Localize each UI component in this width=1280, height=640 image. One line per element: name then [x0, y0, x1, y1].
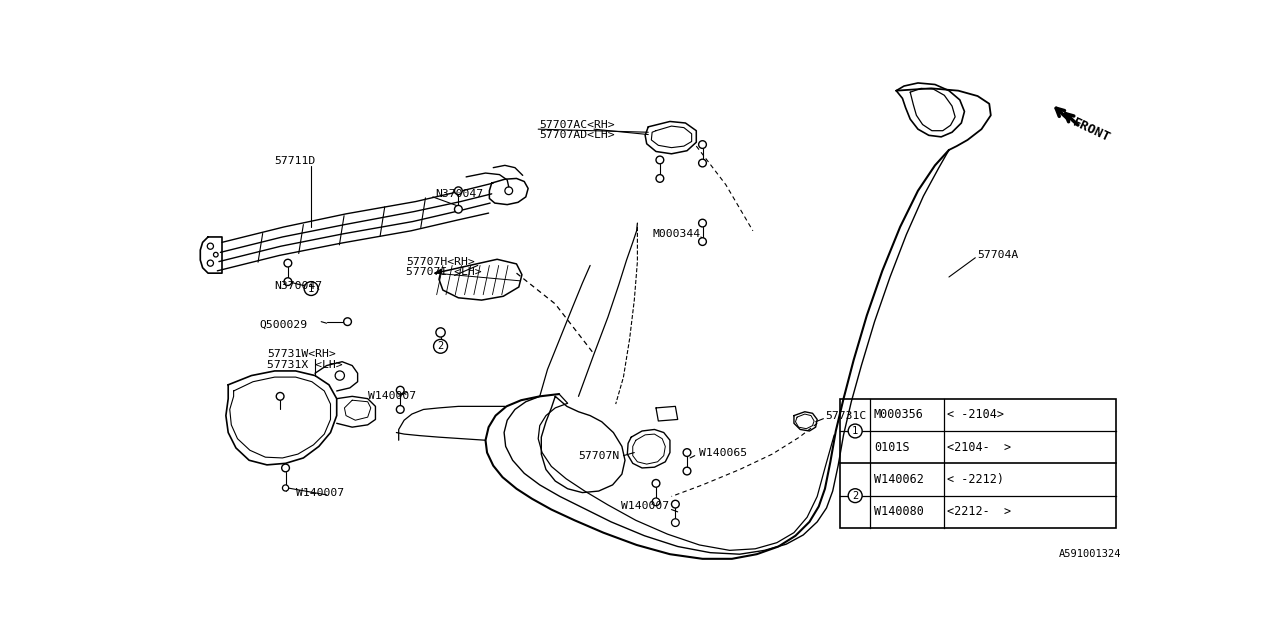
- Circle shape: [684, 467, 691, 475]
- Text: 57711D: 57711D: [275, 157, 316, 166]
- Text: 1: 1: [852, 426, 859, 436]
- Text: 57707N: 57707N: [579, 451, 620, 461]
- Text: 57707H<RH>: 57707H<RH>: [407, 257, 475, 267]
- Circle shape: [284, 259, 292, 267]
- Circle shape: [276, 392, 284, 400]
- Circle shape: [454, 205, 462, 213]
- Text: M000344: M000344: [652, 229, 700, 239]
- Circle shape: [305, 282, 319, 296]
- Text: < -2212): < -2212): [947, 473, 1005, 486]
- Circle shape: [699, 141, 707, 148]
- Circle shape: [849, 424, 863, 438]
- Circle shape: [283, 485, 289, 491]
- Text: 57707I <LH>: 57707I <LH>: [407, 268, 483, 277]
- Text: W140065: W140065: [699, 447, 746, 458]
- Circle shape: [436, 328, 445, 337]
- Text: 57731W<RH>: 57731W<RH>: [268, 349, 335, 359]
- Text: A591001324: A591001324: [1059, 549, 1121, 559]
- Text: M000356: M000356: [874, 408, 924, 421]
- Circle shape: [699, 159, 707, 167]
- Circle shape: [282, 464, 289, 472]
- Text: N370047: N370047: [275, 281, 323, 291]
- Bar: [841, 399, 1116, 528]
- Circle shape: [699, 220, 707, 227]
- Circle shape: [652, 479, 660, 487]
- Text: 2: 2: [438, 341, 444, 351]
- Text: 57704A: 57704A: [978, 250, 1019, 260]
- Circle shape: [652, 498, 660, 506]
- Circle shape: [454, 187, 462, 195]
- Text: W140007: W140007: [621, 502, 669, 511]
- Text: W140062: W140062: [874, 473, 924, 486]
- Circle shape: [849, 489, 863, 502]
- Text: 57731C: 57731C: [824, 411, 867, 420]
- Circle shape: [434, 339, 448, 353]
- Text: W140007: W140007: [296, 488, 344, 498]
- Circle shape: [672, 500, 680, 508]
- Text: W140007: W140007: [367, 391, 416, 401]
- Text: N370047: N370047: [435, 189, 484, 199]
- Circle shape: [397, 406, 404, 413]
- Circle shape: [699, 237, 707, 245]
- Circle shape: [684, 449, 691, 456]
- Circle shape: [284, 278, 292, 285]
- Text: 57707AC<RH>: 57707AC<RH>: [540, 120, 616, 129]
- Circle shape: [657, 175, 664, 182]
- Circle shape: [672, 519, 680, 527]
- Circle shape: [397, 387, 404, 394]
- Circle shape: [343, 318, 352, 326]
- Text: 1: 1: [308, 284, 315, 294]
- Text: 57731X <LH>: 57731X <LH>: [268, 360, 343, 370]
- Text: 2: 2: [852, 491, 859, 500]
- Text: <2104-  >: <2104- >: [947, 441, 1011, 454]
- Text: 57707AD<LH>: 57707AD<LH>: [540, 131, 616, 140]
- Text: FRONT: FRONT: [1070, 116, 1112, 145]
- Text: 0101S: 0101S: [874, 441, 909, 454]
- Text: W140080: W140080: [874, 506, 924, 518]
- Text: <2212-  >: <2212- >: [947, 506, 1011, 518]
- Text: < -2104>: < -2104>: [947, 408, 1005, 421]
- Text: Q500029: Q500029: [259, 320, 307, 330]
- Circle shape: [657, 156, 664, 164]
